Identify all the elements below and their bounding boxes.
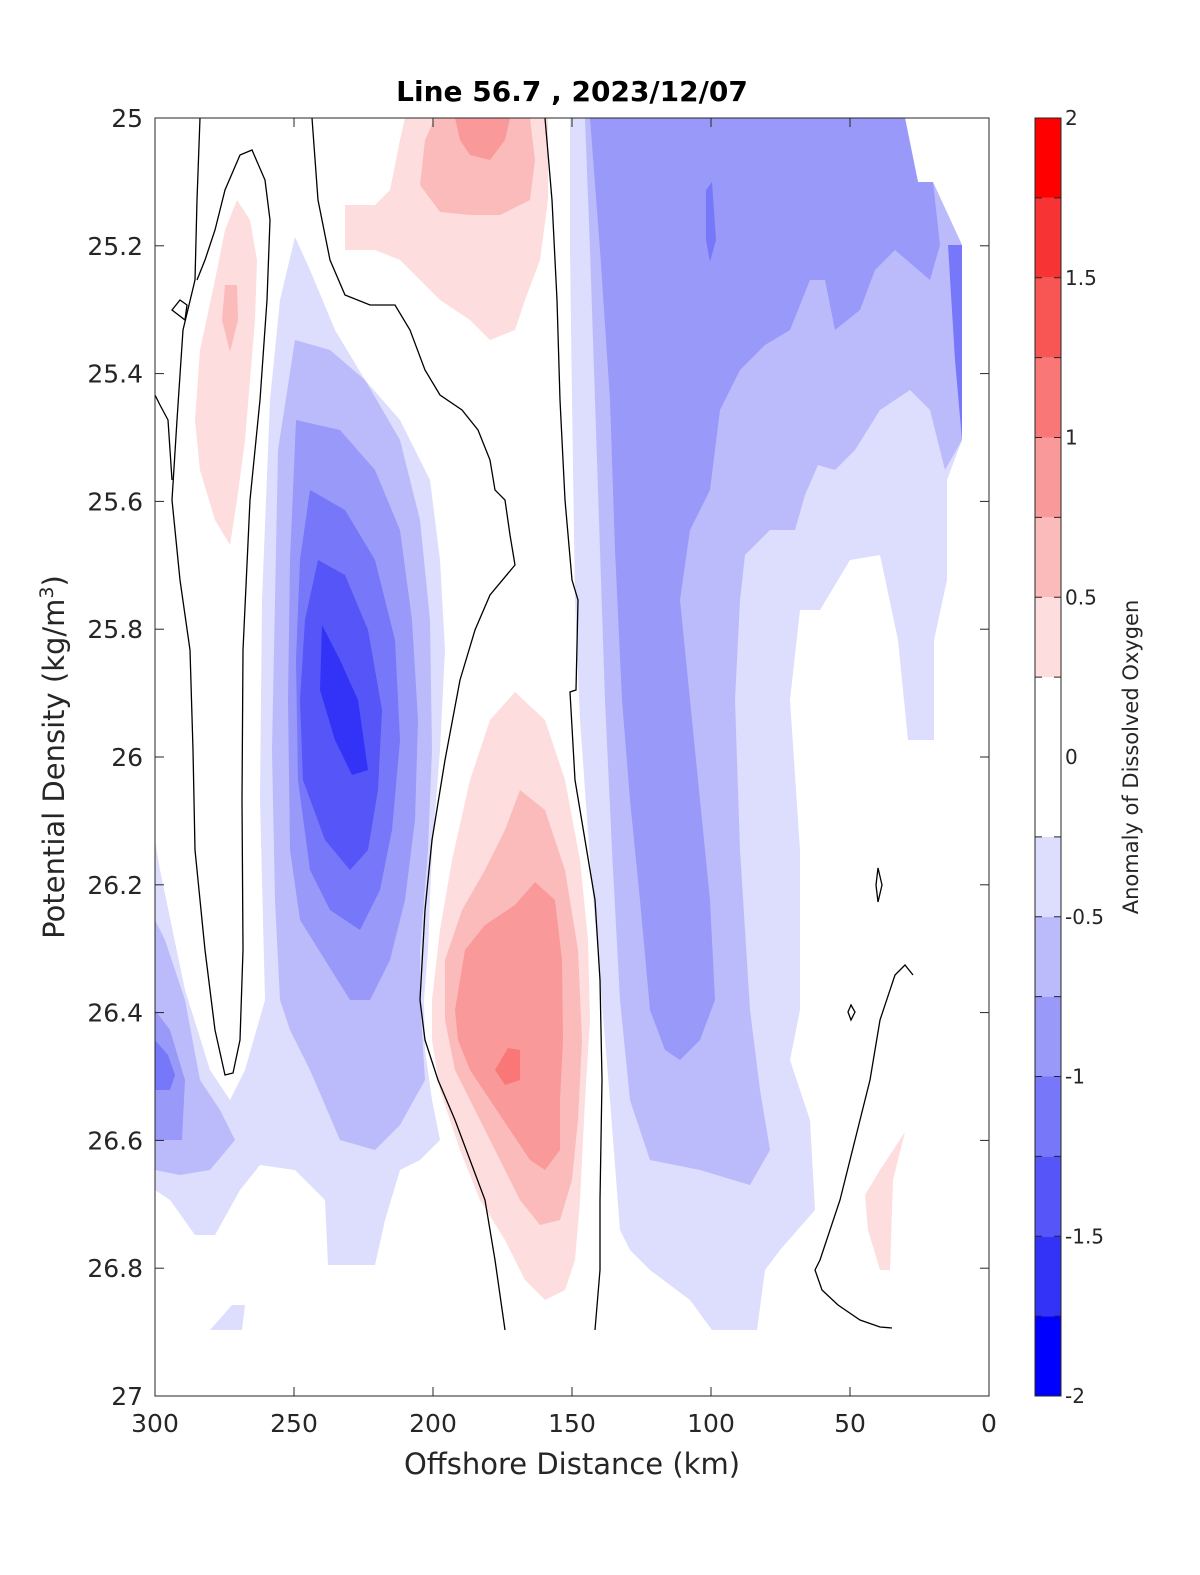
colorbar-block bbox=[1035, 916, 1061, 997]
x-tick-label: 0 bbox=[981, 1409, 997, 1438]
y-tick-label: 25.6 bbox=[87, 487, 143, 516]
colorbar-tick-label: 0 bbox=[1065, 745, 1078, 769]
x-tick-label: 150 bbox=[548, 1409, 596, 1438]
zero-contour-7 bbox=[847, 1003, 856, 1022]
neg-small-bottom bbox=[210, 1305, 245, 1330]
colorbar-tick-label: 0.5 bbox=[1065, 585, 1097, 609]
pos-left-l1 bbox=[195, 200, 257, 545]
zero-contour-8 bbox=[814, 964, 914, 1329]
y-tick-label: 25.2 bbox=[87, 232, 143, 261]
neg-region-right-l4 bbox=[706, 182, 716, 262]
colorbar-block bbox=[1035, 597, 1061, 678]
zero-contour-5 bbox=[171, 299, 188, 322]
y-tick-label: 26.2 bbox=[87, 871, 143, 900]
x-tick-label: 300 bbox=[131, 1409, 179, 1438]
y-axis-label: Potential Density (kg/m3) bbox=[36, 575, 71, 939]
colorbar-tick-label: -1 bbox=[1065, 1065, 1085, 1089]
x-tick-label: 200 bbox=[409, 1409, 457, 1438]
chart-title: Line 56.7 , 2023/12/07 bbox=[396, 75, 748, 108]
colorbar-tick-label: -2 bbox=[1065, 1384, 1085, 1408]
colorbar-tick-label: 1.5 bbox=[1065, 266, 1097, 290]
x-tick-label: 100 bbox=[687, 1409, 735, 1438]
neg-core-l6 bbox=[320, 625, 368, 775]
x-tick-label: 50 bbox=[834, 1409, 866, 1438]
pos-top-l2 bbox=[420, 118, 535, 215]
colorbar-block bbox=[1035, 1316, 1061, 1396]
colorbar-block bbox=[1035, 996, 1061, 1077]
x-tick-label: 250 bbox=[270, 1409, 318, 1438]
colorbar-block bbox=[1035, 677, 1061, 837]
pos-left-l2 bbox=[222, 285, 238, 352]
colorbar-ticks: 2 1.5 1 0.5 0 -0.5 -1 -1.5 -2 bbox=[1035, 106, 1104, 1408]
colorbar-block bbox=[1035, 437, 1061, 518]
y-tick-label: 26.8 bbox=[87, 1254, 143, 1283]
zero-contour-4 bbox=[544, 118, 603, 1331]
x-axis-label: Offshore Distance (km) bbox=[404, 1447, 740, 1481]
y-tick-label: 26.6 bbox=[87, 1126, 143, 1155]
colorbar bbox=[1035, 118, 1061, 1396]
colorbar-block bbox=[1035, 1236, 1061, 1317]
colorbar-block bbox=[1035, 357, 1061, 438]
zero-contour-2 bbox=[155, 394, 173, 481]
pos-deep-l4 bbox=[495, 1048, 520, 1085]
y-tick-label: 25.4 bbox=[87, 360, 143, 389]
y-axis: 25 25.2 25.4 25.6 25.8 26 26.2 26.4 26.6 26.8 27 bbox=[87, 104, 989, 1411]
y-tick-label: 26.4 bbox=[87, 999, 143, 1028]
colorbar-block bbox=[1035, 197, 1061, 278]
colorbar-tick-label: 2 bbox=[1065, 106, 1078, 130]
colorbar-tick-label: -1.5 bbox=[1065, 1224, 1104, 1248]
neg-bottomleft-l4 bbox=[155, 1040, 175, 1090]
colorbar-block bbox=[1035, 277, 1061, 358]
x-axis: 300 250 200 150 100 50 0 bbox=[131, 118, 997, 1438]
y-tick-label: 26 bbox=[111, 743, 143, 772]
contour-fills bbox=[155, 118, 962, 1330]
colorbar-tick-label: 1 bbox=[1065, 426, 1078, 450]
neg-region-right-l3 bbox=[590, 118, 940, 1060]
y-tick-label: 25.8 bbox=[87, 615, 143, 644]
colorbar-block bbox=[1035, 118, 1061, 198]
pos-bottomright-l1 bbox=[865, 1132, 905, 1270]
colorbar-border bbox=[1034, 117, 1062, 1397]
pos-deep-l3 bbox=[455, 882, 563, 1170]
y-tick-label: 25 bbox=[111, 104, 143, 133]
colorbar-tick-label: -0.5 bbox=[1065, 905, 1104, 929]
colorbar-block bbox=[1035, 836, 1061, 917]
pos-top-l3 bbox=[455, 118, 510, 160]
zero-contour-6 bbox=[875, 867, 883, 903]
neg-strip-right bbox=[948, 245, 962, 440]
zero-contour-3 bbox=[311, 118, 516, 1331]
colorbar-block bbox=[1035, 1156, 1061, 1237]
colorbar-label: Anomaly of Dissolved Oxygen bbox=[1119, 600, 1143, 915]
zero-contour-1 bbox=[171, 118, 271, 1076]
colorbar-block bbox=[1035, 517, 1061, 598]
contour-lines bbox=[155, 118, 914, 1331]
y-tick-label: 27 bbox=[111, 1382, 143, 1411]
colorbar-block bbox=[1035, 1076, 1061, 1157]
